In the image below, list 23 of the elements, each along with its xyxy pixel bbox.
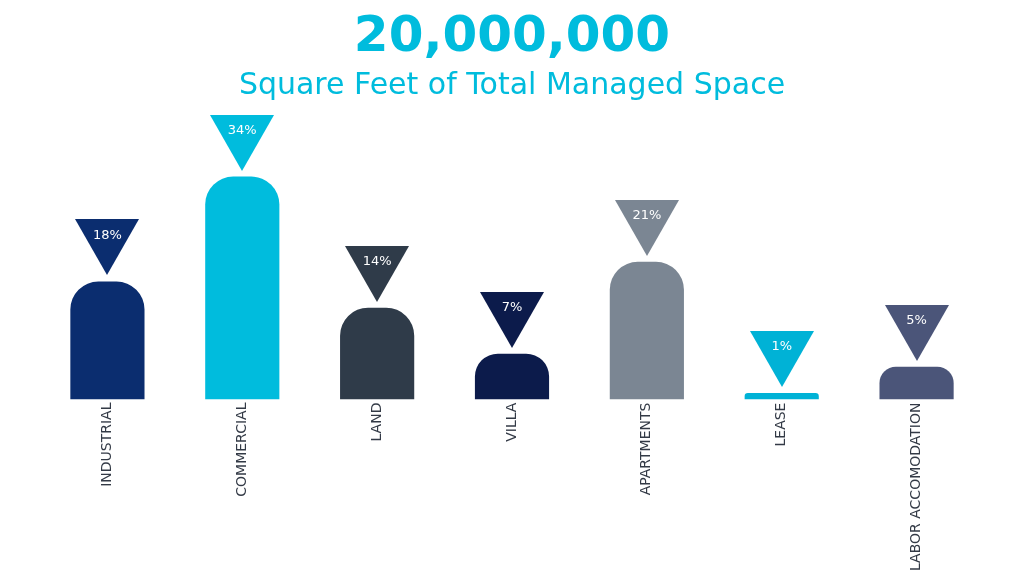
bar xyxy=(205,176,280,400)
data-label: 21% xyxy=(632,207,662,223)
x-tick-label: COMMERCIAL xyxy=(232,402,249,497)
x-tick-label: VILLA xyxy=(502,402,519,442)
bar xyxy=(744,392,819,400)
x-tick-label: INDUSTRIAL xyxy=(98,402,115,487)
bar xyxy=(474,353,550,400)
data-label: 18% xyxy=(92,226,122,242)
data-label: 34% xyxy=(227,121,257,137)
data-label: 14% xyxy=(362,253,392,269)
data-label: 1% xyxy=(771,338,793,354)
data-label: 7% xyxy=(501,299,523,315)
x-tick-label: LAND xyxy=(367,402,384,442)
data-label: 5% xyxy=(906,312,927,328)
chart-subtitle: Square Feet of Total Managed Space xyxy=(237,65,787,103)
bar xyxy=(609,261,684,400)
bar xyxy=(340,307,415,400)
bar xyxy=(879,366,954,400)
x-tick-label: APARTMENTS xyxy=(637,402,654,496)
bar xyxy=(70,281,145,400)
chart-title: 20,000,000 xyxy=(352,4,672,64)
x-tick-label: LEASE xyxy=(772,402,789,447)
x-tick-label: LABOR ACCOMODATION xyxy=(907,402,924,571)
